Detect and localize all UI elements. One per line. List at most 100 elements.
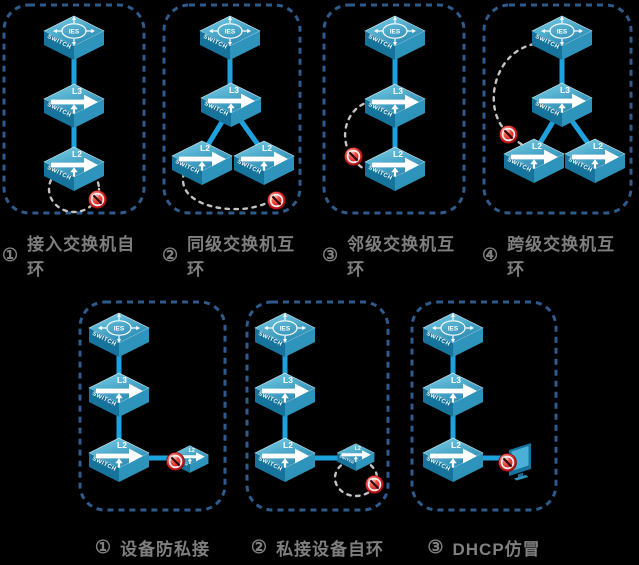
- tier-label: L2: [72, 149, 82, 159]
- tier-label: L2: [283, 440, 293, 450]
- caption-number: ①: [94, 537, 112, 557]
- l2-switch-icon: L2 SWITCH: [43, 146, 105, 192]
- caption-number: ②: [250, 537, 268, 557]
- diagram-adjacent-level-loop: IES SWITCH L3 SWITCH L2 SWITCH: [322, 3, 466, 215]
- panel-border: [78, 300, 227, 512]
- panel-border: [2, 3, 146, 215]
- l2-switch-icon: L2 SWITCH: [422, 437, 484, 483]
- no-sign-icon: [498, 124, 519, 145]
- ies-label: IES: [114, 325, 125, 332]
- caption-adjacent-level-loop: ③ 邻级交换机互环: [322, 230, 466, 280]
- no-sign-icon: [343, 146, 364, 167]
- caption-title: 私接设备自环: [276, 540, 385, 559]
- tier-label: L3: [72, 86, 82, 96]
- ies-switch-icon: IES SWITCH: [531, 15, 593, 61]
- no-sign-icon: [266, 190, 287, 211]
- l2-switch-icon: L2 SWITCH: [171, 140, 233, 186]
- caption-title: 接入交换机自环: [27, 235, 136, 279]
- l3-switch-icon: L3 SWITCH: [364, 83, 426, 129]
- tier-label: L2: [117, 440, 127, 450]
- caption-number: ②: [162, 244, 179, 265]
- tier-label: L2: [532, 141, 542, 151]
- tier-label: L2: [355, 446, 361, 452]
- ies-switch-icon: IES SWITCH: [43, 15, 105, 61]
- caption-rogue-device-self-loop: ② 私接设备自环: [245, 535, 390, 560]
- diagram-anti-rogue-device: IES SWITCH L3 SWITCH L2 SWITCH: [78, 300, 227, 512]
- caption-title: DHCP仿冒: [452, 540, 541, 559]
- l3-switch-icon: L3 SWITCH: [43, 83, 105, 129]
- caption-same-level-loop: ② 同级交换机互环: [162, 230, 302, 280]
- ies-label: IES: [390, 28, 401, 35]
- l3-switch-icon: L3 SWITCH: [531, 82, 593, 128]
- l3-switch-icon: L3 SWITCH: [422, 372, 484, 418]
- ies-switch-icon: IES SWITCH: [254, 312, 316, 358]
- small-l2-switch-icon: L2 SWITCH: [336, 443, 375, 472]
- tier-label: L2: [593, 141, 603, 151]
- panel-rogue-device-self-loop: IES SWITCH L3 SWITCH L2 SWITCH: [245, 300, 390, 512]
- switch-label: SWITCH: [339, 454, 355, 465]
- caption-dhcp-spoofing: ③ DHCP仿冒: [410, 535, 558, 560]
- no-sign-icon: [165, 451, 186, 472]
- panel-cross-level-loop: IES SWITCH L3 SWITCH L2 SWITCH: [482, 3, 633, 215]
- tier-label: L2: [262, 143, 272, 153]
- ies-switch-icon: IES SWITCH: [199, 15, 261, 61]
- ies-label: IES: [280, 325, 291, 332]
- ies-label: IES: [448, 325, 459, 332]
- caption-number: ③: [427, 537, 444, 557]
- diagram-access-self-loop: IES SWITCH L3 SWITCH L2 SWITCH: [2, 3, 146, 215]
- tier-label: L2: [451, 440, 461, 450]
- ies-switch-icon: IES SWITCH: [88, 312, 150, 358]
- diagram-rogue-device-self-loop: IES SWITCH L3 SWITCH L2 SWITCH: [245, 300, 390, 512]
- diagram-same-level-loop: IES SWITCH L3 SWITCH L2 SWITCH: [162, 3, 302, 215]
- l2-switch-icon: L2 SWITCH: [233, 140, 295, 186]
- l2-switch-icon: L2 SWITCH: [564, 138, 626, 184]
- panel-border: [482, 3, 633, 215]
- panel-border: [410, 300, 558, 512]
- caption-access-self-loop: ① 接入交换机自环: [2, 230, 146, 280]
- panel-border: [245, 300, 390, 512]
- l3-switch-icon: L3 SWITCH: [88, 372, 150, 418]
- diagram-dhcp-spoofing: IES SWITCH L3 SWITCH L2 SWITCH: [410, 300, 558, 512]
- ies-switch-icon: IES SWITCH: [364, 15, 426, 61]
- caption-number: ④: [482, 244, 499, 265]
- l3-switch-icon: L3 SWITCH: [254, 372, 316, 418]
- panel-border: [162, 3, 302, 215]
- l3-switch-icon: L3 SWITCH: [200, 82, 262, 128]
- l2-switch-icon: L2 SWITCH: [503, 138, 565, 184]
- tier-label: L3: [560, 85, 570, 95]
- ies-switch-icon: IES SWITCH: [422, 312, 484, 358]
- caption-cross-level-loop: ④ 跨级交换机互环: [482, 230, 633, 280]
- no-sign-icon: [497, 452, 518, 473]
- diagram-cross-level-loop: IES SWITCH L3 SWITCH L2 SWITCH: [482, 3, 633, 215]
- caption-title: 同级交换机互环: [187, 235, 296, 279]
- tier-label: L2: [200, 143, 210, 153]
- caption-number: ①: [2, 244, 19, 265]
- panel-same-level-loop: IES SWITCH L3 SWITCH L2 SWITCH: [162, 3, 302, 215]
- no-sign-icon: [87, 189, 108, 210]
- panel-border: [322, 3, 466, 215]
- tier-label: L3: [283, 375, 293, 385]
- panel-adjacent-level-loop: IES SWITCH L3 SWITCH L2 SWITCH: [322, 3, 466, 215]
- l2-switch-icon: L2 SWITCH: [254, 437, 316, 483]
- ies-label: IES: [69, 28, 80, 35]
- tier-label: L3: [451, 375, 461, 385]
- l2-switch-icon: L2 SWITCH: [364, 146, 426, 192]
- tier-label: L2: [393, 149, 403, 159]
- caption-anti-rogue-device: ① 设备防私接: [78, 535, 227, 560]
- panel-dhcp-spoofing: IES SWITCH L3 SWITCH L2 SWITCH: [410, 300, 558, 512]
- tier-label: L3: [393, 86, 403, 96]
- ies-label: IES: [557, 28, 568, 35]
- panel-anti-rogue-device: IES SWITCH L3 SWITCH L2 SWITCH: [78, 300, 227, 512]
- tier-label: L3: [117, 375, 127, 385]
- tier-label: L2: [189, 448, 195, 454]
- ies-label: IES: [225, 28, 236, 35]
- l2-switch-icon: L2 SWITCH: [88, 437, 150, 483]
- caption-title: 跨级交换机互环: [507, 235, 616, 279]
- panel-access-switch-self-loop: IES SWITCH L3 SWITCH L2 SWITCH: [2, 3, 146, 215]
- no-sign-icon: [364, 474, 385, 495]
- caption-title: 设备防私接: [120, 540, 211, 559]
- caption-number: ③: [322, 244, 339, 265]
- tier-label: L3: [229, 85, 239, 95]
- caption-title: 邻级交换机互环: [347, 235, 456, 279]
